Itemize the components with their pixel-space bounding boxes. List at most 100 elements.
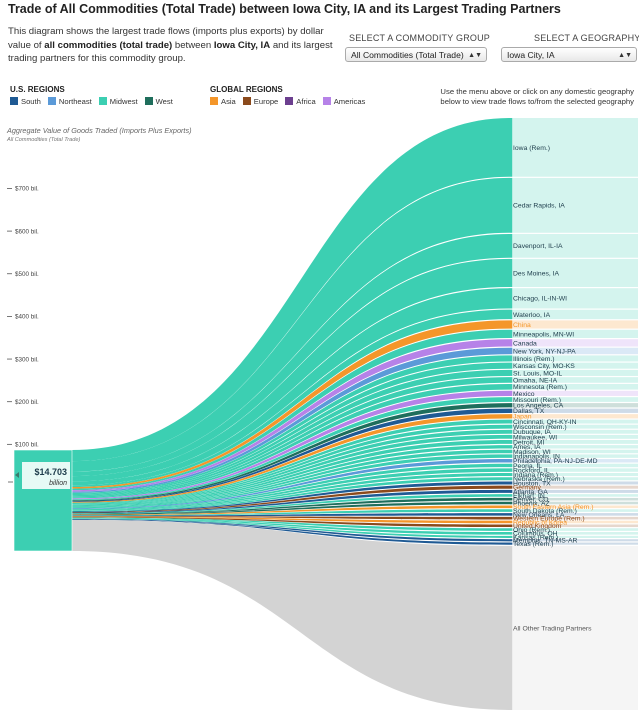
- partner-bar[interactable]: [510, 288, 638, 309]
- commodity-select[interactable]: All Commodities (Total Trade) ▲▼: [345, 47, 487, 62]
- partner-label[interactable]: Elkhart, IN: [513, 493, 545, 500]
- partner-bar[interactable]: [510, 449, 638, 454]
- partner-bar[interactable]: [510, 369, 638, 376]
- partner-bar[interactable]: [510, 516, 638, 520]
- partner-label[interactable]: Los Angeles, CA: [513, 403, 564, 410]
- partner-label[interactable]: Minneapolis, MN-WI: [513, 331, 574, 338]
- partner-label[interactable]: Canada: [513, 340, 537, 347]
- partner-bar[interactable]: [510, 434, 638, 439]
- partner-bar[interactable]: [510, 454, 638, 458]
- partner-label[interactable]: Dubuque, IA: [513, 429, 551, 436]
- partner-label[interactable]: Republic of Korea: [513, 519, 567, 526]
- flow-band[interactable]: [72, 497, 510, 515]
- partner-bar[interactable]: [510, 362, 638, 369]
- partner-label[interactable]: Missouri (Rem.): [513, 397, 561, 404]
- partner-label[interactable]: Waterloo, IA: [513, 312, 551, 319]
- partner-bar[interactable]: [510, 355, 638, 362]
- partner-bar[interactable]: [510, 445, 638, 449]
- partner-bar[interactable]: [510, 118, 638, 177]
- partner-label[interactable]: Germany: [513, 485, 542, 492]
- flow-band[interactable]: [72, 517, 510, 531]
- partner-bar[interactable]: [510, 539, 638, 542]
- partner-label[interactable]: St. Louis, MO-IL: [513, 370, 562, 377]
- flow-band[interactable]: [72, 494, 510, 514]
- partner-label[interactable]: Ohio (Rem.): [513, 527, 550, 534]
- partner-bar[interactable]: [510, 440, 638, 444]
- flow-band[interactable]: [72, 288, 510, 486]
- partner-label[interactable]: Kansas City, MO-KS: [513, 363, 575, 370]
- partner-bar[interactable]: [510, 339, 638, 347]
- partner-bar[interactable]: [510, 459, 638, 463]
- partner-label[interactable]: Western Europe (Rem.): [513, 516, 585, 523]
- partner-bar[interactable]: [510, 258, 638, 287]
- partner-label[interactable]: Des Moines, IA: [513, 270, 560, 277]
- partner-label[interactable]: Detroit, MI: [513, 439, 544, 446]
- partner-bar[interactable]: [510, 505, 638, 509]
- flow-band[interactable]: [72, 519, 510, 710]
- partner-label[interactable]: Texas (Rem.): [513, 541, 553, 548]
- partner-bar[interactable]: [510, 419, 638, 424]
- partner-label[interactable]: Phoenix, AZ: [513, 500, 550, 507]
- partner-bar[interactable]: [510, 320, 638, 329]
- partner-label[interactable]: Nebraska (Rem.): [513, 476, 565, 483]
- partner-label[interactable]: All Other Trading Partners: [513, 625, 592, 632]
- flow-band[interactable]: [72, 485, 510, 513]
- partner-bar[interactable]: [510, 485, 638, 489]
- partner-label[interactable]: South Dakota (Rem.): [513, 508, 577, 515]
- partner-label[interactable]: Iowa (Rem.): [513, 145, 550, 152]
- partner-bar[interactable]: [510, 532, 638, 535]
- partner-bar[interactable]: [510, 329, 638, 338]
- partner-label[interactable]: Philadelphia, PA-NJ-DE-MD: [513, 458, 598, 465]
- partner-bar[interactable]: [510, 309, 638, 320]
- partner-bar[interactable]: [510, 383, 638, 390]
- partner-label[interactable]: Indianapolis, IN: [513, 454, 560, 461]
- flow-band[interactable]: [72, 518, 510, 535]
- partner-bar[interactable]: [510, 520, 638, 524]
- partner-label[interactable]: Milwaukee, WI: [513, 434, 557, 441]
- geography-select[interactable]: Iowa City, IA ▲▼: [501, 47, 637, 62]
- partner-label[interactable]: Memphis, TN-MS-AR: [513, 538, 578, 545]
- partner-label[interactable]: Japan: [513, 414, 532, 421]
- partner-label[interactable]: Ames, IA: [513, 444, 541, 451]
- flow-band[interactable]: [72, 118, 510, 462]
- partner-label[interactable]: Minnesota (Rem.): [513, 384, 567, 391]
- partner-label[interactable]: Kansas (Rem.): [513, 534, 558, 541]
- partner-label[interactable]: Cedar Rapids, IA: [513, 203, 565, 210]
- partner-bar[interactable]: [510, 473, 638, 477]
- partner-bar[interactable]: [510, 463, 638, 468]
- partner-bar[interactable]: [510, 497, 638, 501]
- partner-label[interactable]: Davenport, IL-IA: [513, 243, 563, 250]
- partner-bar[interactable]: [510, 347, 638, 355]
- flow-band[interactable]: [72, 501, 510, 515]
- partner-bar[interactable]: [510, 542, 638, 545]
- partner-label[interactable]: United Kingdom: [513, 523, 562, 530]
- flow-band[interactable]: [72, 513, 510, 517]
- partner-label[interactable]: South Eastern Asia (Rem.): [513, 504, 593, 511]
- flow-band[interactable]: [72, 233, 510, 477]
- partner-label[interactable]: Peoria, IL: [513, 463, 542, 470]
- partner-bar[interactable]: [510, 494, 638, 497]
- flow-band[interactable]: [72, 519, 510, 542]
- partner-bar[interactable]: [510, 481, 638, 485]
- partner-bar[interactable]: [510, 513, 638, 516]
- partner-bar[interactable]: [510, 489, 638, 493]
- flow-band[interactable]: [72, 518, 510, 538]
- partner-label[interactable]: Dallas, TX: [513, 408, 545, 415]
- partner-label[interactable]: Wisconsin (Rem.): [513, 424, 567, 431]
- flow-band[interactable]: [72, 509, 510, 516]
- partner-label[interactable]: Rockford, IL: [513, 467, 550, 474]
- flow-band[interactable]: [72, 177, 510, 472]
- partner-bar[interactable]: [510, 477, 638, 481]
- partner-bar[interactable]: [510, 501, 638, 505]
- partner-label[interactable]: New York, NY-NJ-PA: [513, 348, 576, 355]
- partner-bar[interactable]: [510, 177, 638, 233]
- flow-band[interactable]: [72, 258, 510, 482]
- partner-bar[interactable]: [510, 377, 638, 383]
- partner-bar[interactable]: [510, 408, 638, 413]
- partner-label[interactable]: Mexico: [513, 391, 535, 398]
- flow-band[interactable]: [72, 516, 510, 520]
- partner-bar[interactable]: [510, 524, 638, 528]
- partner-label[interactable]: China: [513, 322, 531, 329]
- partner-bar[interactable]: [510, 403, 638, 408]
- flow-band[interactable]: [72, 489, 510, 514]
